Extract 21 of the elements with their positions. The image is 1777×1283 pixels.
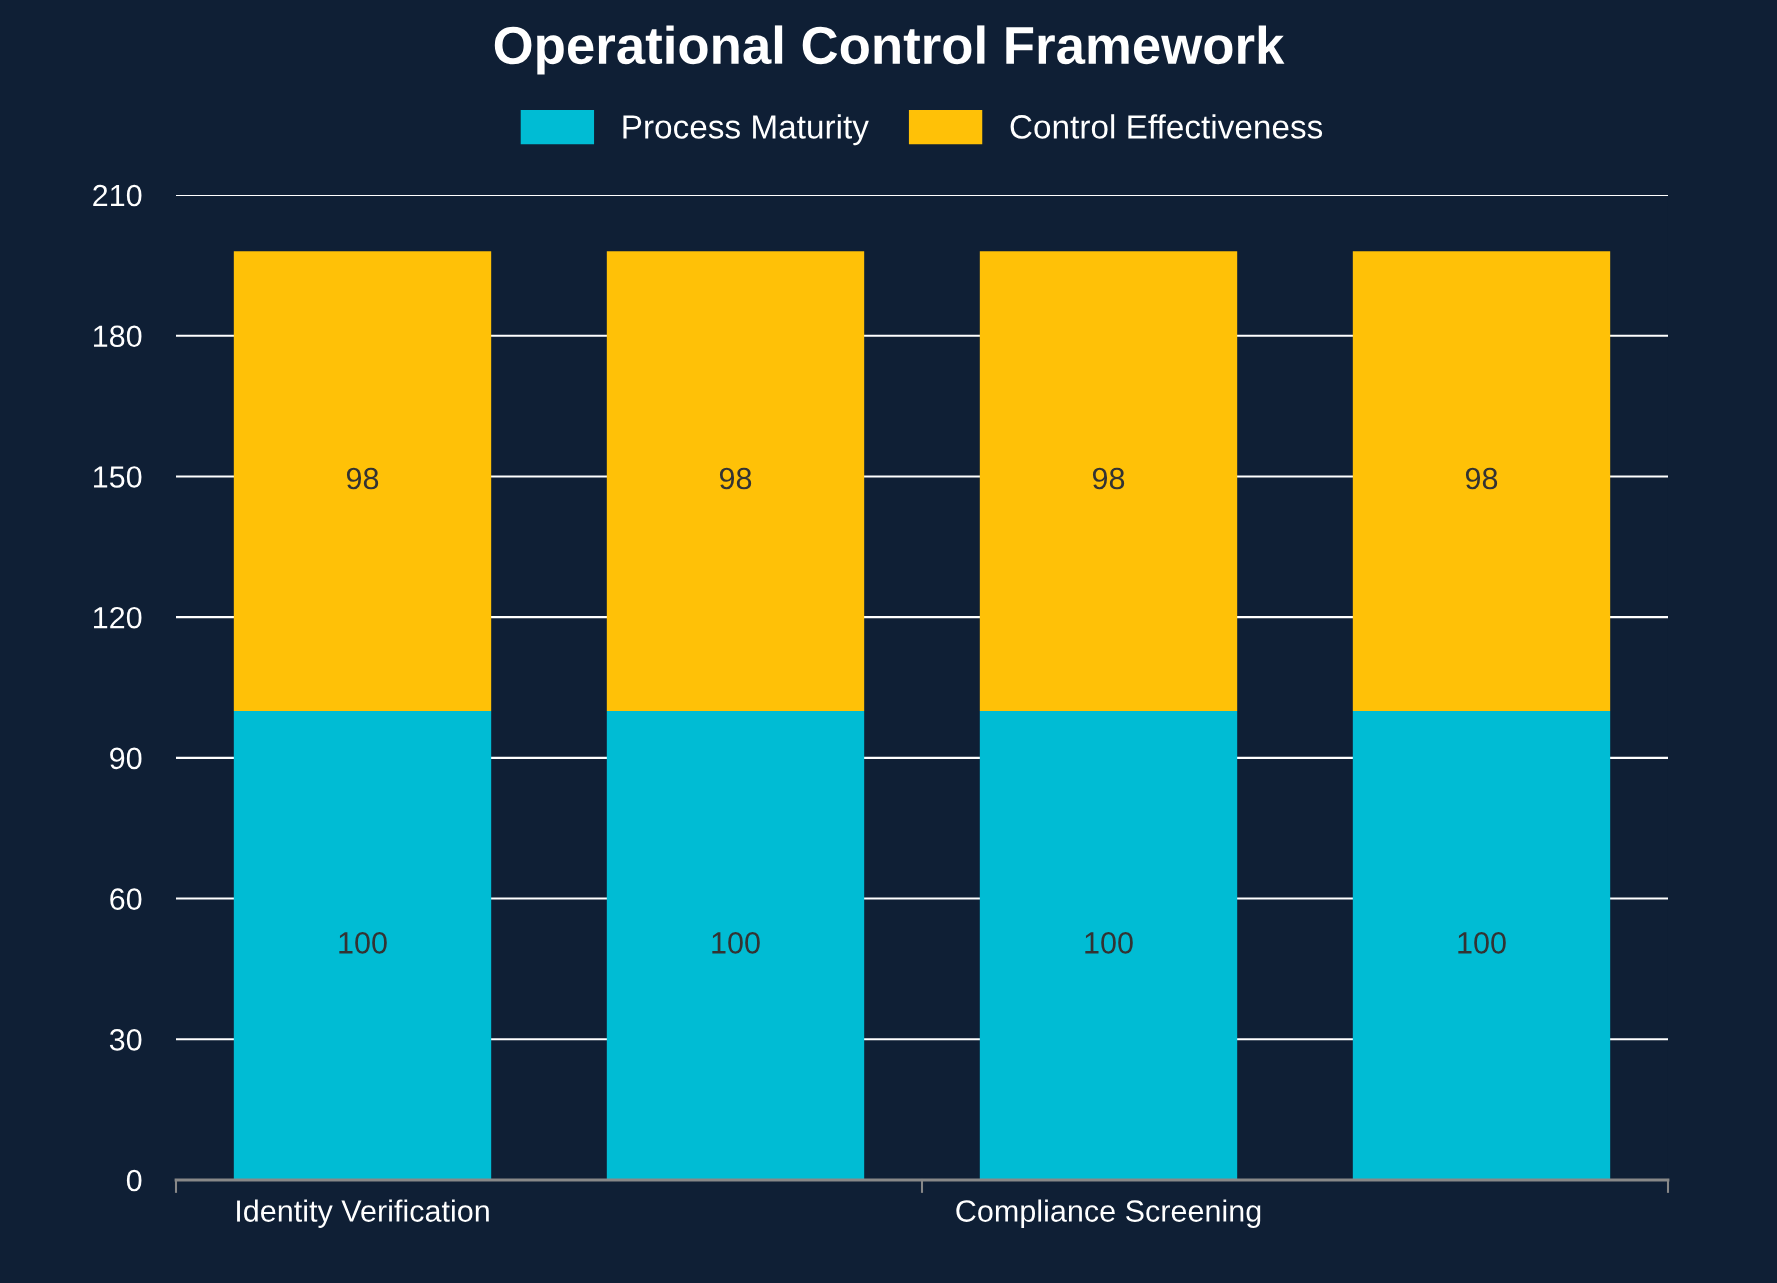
y-tick-label: 60: [110, 888, 142, 910]
y-tick-label: 90: [110, 747, 142, 770]
data-label: 98: [719, 467, 752, 490]
x-tick-label: Compliance Screening: [956, 1199, 1261, 1228]
y-tick-label: 180: [94, 325, 142, 348]
legend-label: Process Maturity: [623, 114, 869, 146]
chart-title: Operational Control Framework: [494, 25, 1285, 75]
y-tick-label: 210: [93, 184, 142, 207]
data-label: 98: [1092, 467, 1125, 490]
data-label: 100: [1085, 932, 1133, 954]
legend-label: Control Effectiveness: [1010, 114, 1323, 139]
y-tick-label: 120: [94, 606, 142, 629]
y-tick-label: 150: [94, 466, 142, 488]
data-label: 100: [712, 932, 760, 954]
y-tick-label: 30: [109, 1029, 142, 1051]
data-label: 100: [339, 932, 387, 954]
data-label: 98: [346, 467, 379, 490]
data-label: 98: [1465, 467, 1498, 490]
x-tick-label: Identity Verification: [237, 1199, 489, 1228]
y-tick-label: 0: [126, 1169, 142, 1192]
data-label: 100: [1458, 932, 1506, 954]
